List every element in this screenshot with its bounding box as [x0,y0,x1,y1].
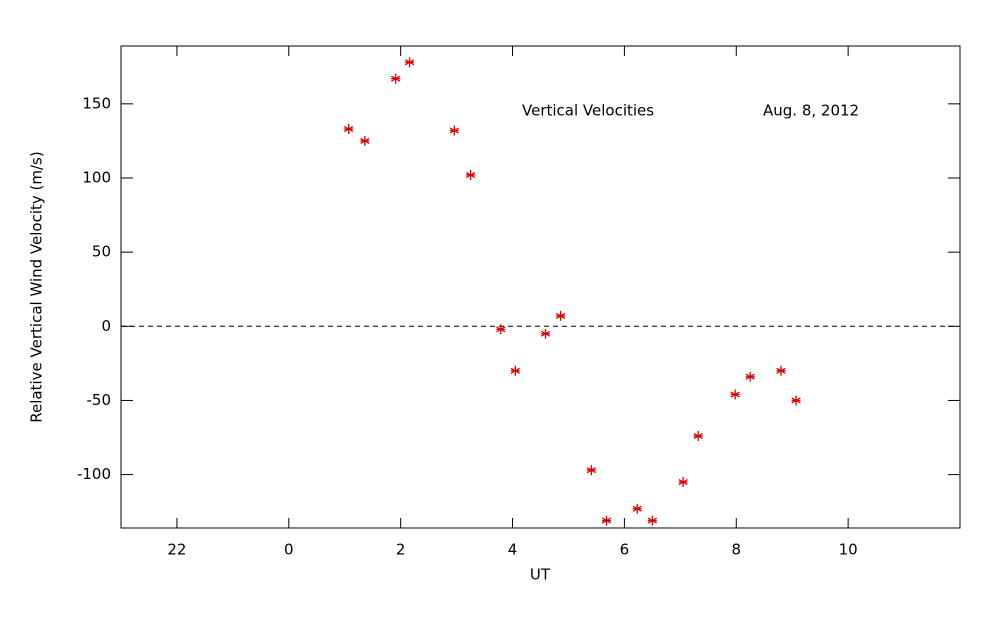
data-point [343,124,354,135]
data-point [647,515,658,526]
x-tick-label: 0 [284,541,294,559]
data-point [540,328,551,339]
x-tick-label: 8 [731,541,741,559]
y-tick-label: 0 [101,317,111,335]
data-point [730,389,740,400]
data-point [449,125,460,136]
x-tick-label: 6 [620,541,630,559]
data-point [555,310,566,321]
data-point [510,365,520,376]
data-point [776,365,786,376]
data-point [465,170,476,181]
data-point [586,465,597,476]
data-point [390,73,401,84]
x-tick-label: 10 [839,541,858,559]
data-point [496,324,506,335]
data-point [678,477,688,488]
x-tick-label: 2 [396,541,406,559]
data-point [693,431,703,442]
x-tick-label: 4 [508,541,518,559]
data-point [360,135,370,146]
plot-frame [120,45,961,529]
annotation: Vertical Velocities [522,102,654,120]
y-tick-label: 100 [82,168,111,186]
y-tick-label: -100 [77,465,111,483]
data-point [791,395,801,406]
y-tick-label: 150 [82,94,111,112]
data-point [404,57,415,68]
x-axis-label: UT [530,566,551,584]
y-axis-label: Relative Vertical Wind Velocity (m/s) [28,151,46,422]
y-tick-label: -50 [87,391,112,409]
data-point [632,503,642,514]
data-point [601,515,612,526]
x-tick-label: 22 [167,541,186,559]
data-point [745,371,755,382]
annotation: Aug. 8, 2012 [763,102,859,120]
y-tick-label: 50 [92,243,111,261]
